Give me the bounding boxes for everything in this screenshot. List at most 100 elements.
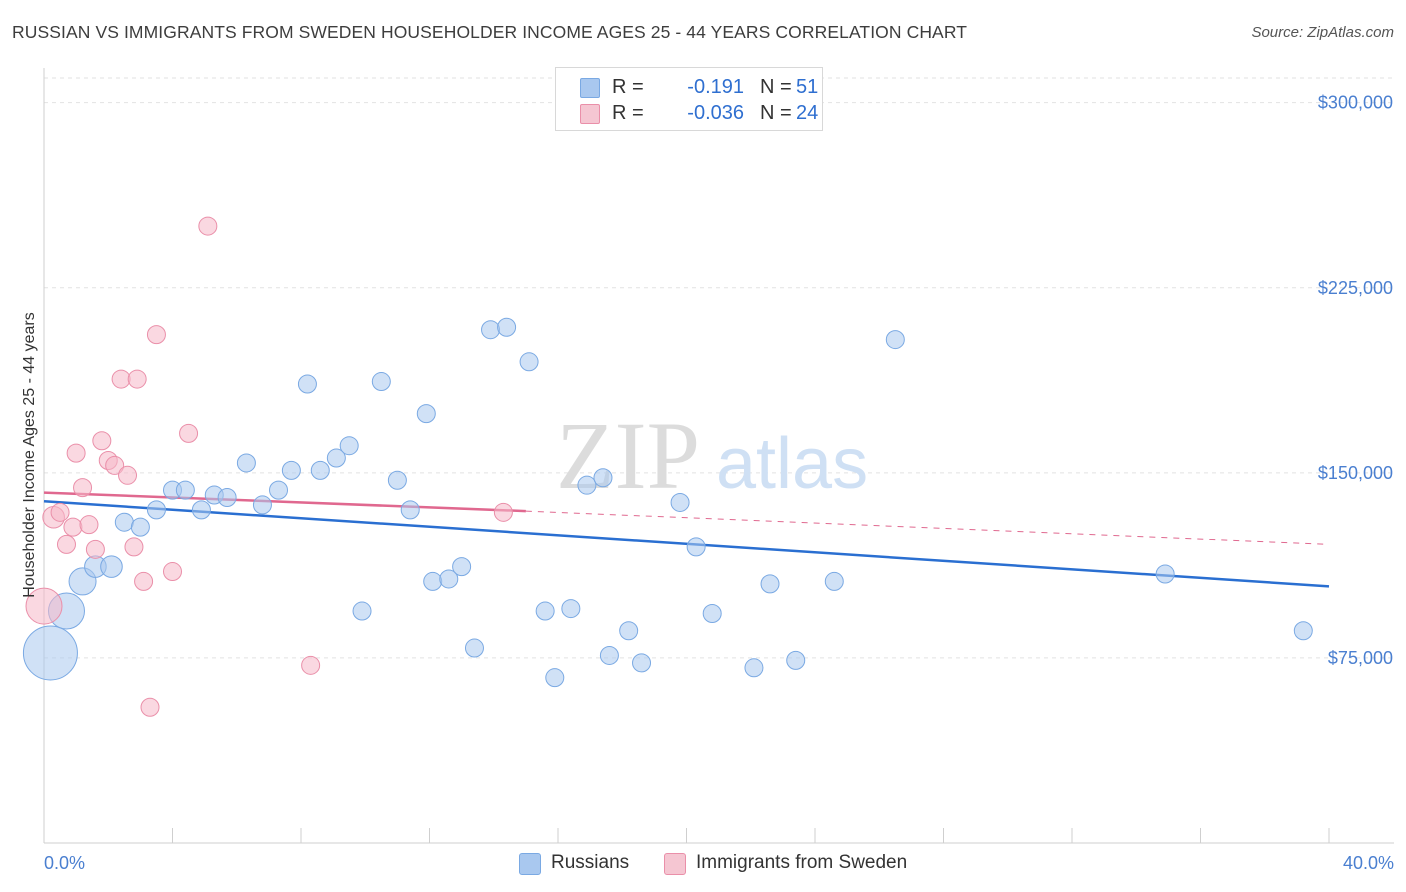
point-russians: [632, 653, 652, 673]
point-sweden: [92, 431, 112, 451]
point-russians: [760, 574, 780, 594]
legend-r-label: R =: [612, 102, 644, 124]
legend-r-value: -0.191: [687, 76, 744, 98]
point-russians: [297, 374, 317, 394]
point-russians: [599, 645, 619, 665]
y-axis-label: Householder Income Ages 25 - 44 years: [21, 312, 38, 598]
point-russians: [545, 668, 565, 688]
series-swatch-russians: [519, 853, 541, 875]
point-russians: [439, 569, 459, 589]
point-russians: [1155, 564, 1175, 584]
legend-n-label: N =: [760, 76, 792, 98]
series-swatch-sweden: [664, 853, 686, 875]
point-sweden: [118, 465, 138, 485]
point-russians: [702, 604, 722, 623]
x-tick-label-max: 40.0%: [1343, 853, 1394, 873]
point-sweden: [301, 655, 321, 675]
legend-r-label: R =: [612, 76, 644, 98]
y-tick-label: $225,000: [1318, 278, 1393, 298]
point-sweden: [111, 369, 131, 389]
trend-lines: [43, 491, 1330, 588]
legend-n-value: 24: [796, 102, 819, 124]
point-russians: [130, 517, 150, 537]
point-russians: [236, 453, 256, 473]
series-label-sweden: Immigrants from Sweden: [696, 852, 908, 873]
point-russians: [786, 650, 806, 670]
point-russians: [744, 658, 764, 678]
point-sweden: [79, 515, 99, 535]
point-russians: [175, 480, 195, 500]
point-russians: [452, 557, 472, 577]
point-sweden: [50, 502, 70, 522]
data-points: [22, 216, 1313, 717]
legend-n-label: N =: [760, 102, 792, 124]
y-tick-label: $150,000: [1318, 463, 1393, 483]
series-label-russians: Russians: [551, 852, 630, 873]
point-sweden: [179, 423, 199, 443]
point-russians: [281, 460, 301, 480]
series-legend: Russians Immigrants from Sweden: [0, 852, 1406, 878]
trend-line-sweden: [43, 491, 526, 513]
point-sweden: [25, 587, 63, 625]
point-russians: [191, 500, 211, 520]
point-russians: [686, 537, 706, 557]
trend-line-sweden-extension: [525, 510, 1330, 545]
point-russians: [670, 492, 690, 512]
point-russians: [519, 352, 539, 372]
y-tick-labels: $75,000 $150,000 $225,000 $300,000: [1318, 93, 1393, 668]
point-russians: [423, 571, 443, 591]
legend-swatch-russians: [580, 78, 600, 98]
point-russians: [100, 555, 123, 578]
point-sweden: [105, 455, 125, 475]
point-russians: [217, 488, 237, 508]
axes: [43, 68, 1394, 844]
point-sweden: [127, 369, 147, 389]
point-russians: [481, 320, 501, 340]
point-sweden: [73, 478, 93, 498]
point-russians: [339, 436, 359, 456]
point-sweden: [146, 325, 166, 345]
point-sweden: [66, 443, 86, 463]
point-russians: [416, 404, 436, 424]
source-credit: Source: ZipAtlas.com: [1251, 24, 1394, 41]
x-tick-label-min: 0.0%: [44, 853, 85, 873]
point-russians: [326, 448, 346, 468]
point-russians: [371, 372, 391, 392]
point-sweden: [63, 517, 83, 537]
point-russians: [146, 500, 166, 520]
point-russians: [1293, 621, 1313, 641]
legend-r-value: -0.036: [687, 102, 744, 124]
legend-n-value: 51: [796, 76, 819, 98]
point-sweden: [198, 216, 218, 236]
point-russians: [252, 495, 272, 515]
trend-line-russians: [43, 499, 1330, 588]
watermark-atlas: atlas: [716, 424, 868, 504]
chart-title: RUSSIAN VS IMMIGRANTS FROM SWEDEN HOUSEH…: [12, 22, 968, 42]
point-russians: [593, 468, 613, 488]
point-sweden: [163, 562, 182, 582]
point-russians: [22, 625, 78, 681]
y-tick-label: $300,000: [1318, 93, 1393, 113]
point-russians: [497, 317, 517, 337]
grid-lines: [44, 77, 1394, 659]
point-russians: [387, 470, 407, 490]
point-russians: [577, 475, 597, 495]
point-sweden: [124, 537, 144, 557]
point-sweden: [85, 539, 105, 559]
point-sweden: [493, 502, 513, 522]
point-russians: [619, 621, 639, 641]
point-russians: [464, 638, 484, 658]
point-russians: [269, 480, 289, 500]
point-sweden: [56, 534, 76, 554]
point-sweden: [140, 697, 160, 717]
point-russians: [885, 330, 905, 350]
point-russians: [352, 601, 372, 621]
point-russians: [535, 601, 555, 621]
point-russians: [824, 571, 844, 591]
point-russians: [561, 599, 581, 619]
point-russians: [310, 460, 330, 480]
correlation-legend: R = -0.191 N = 51 R = -0.036 N = 24: [555, 67, 823, 131]
point-russians: [114, 512, 134, 532]
point-russians: [400, 500, 420, 520]
